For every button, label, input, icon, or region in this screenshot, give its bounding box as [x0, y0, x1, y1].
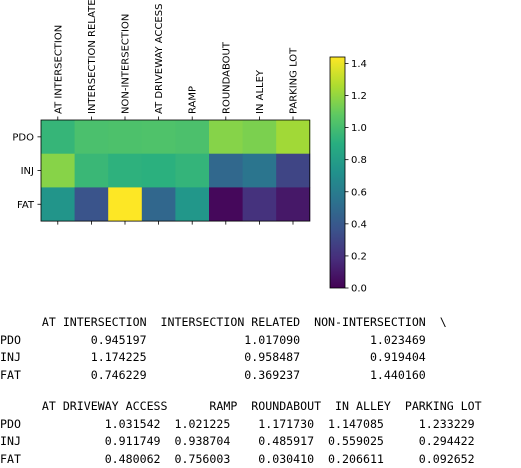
- colorbar-tick-label: 0.4: [351, 219, 367, 230]
- heatmap-cell: [276, 153, 311, 188]
- dataframe-header: AT INTERSECTION INTERSECTION RELATED NON…: [0, 315, 447, 329]
- x-tick-label: INTERSECTION RELATED: [87, 0, 98, 114]
- colorbar: [329, 56, 346, 289]
- heatmap-figure: AT INTERSECTION INTERSECTION RELATED NON-I…: [12, 0, 367, 295]
- y-axis-ticks: PDO INJ FAT: [12, 132, 41, 211]
- dataframe-block-1: AT INTERSECTION INTERSECTION RELATED NON…: [0, 314, 447, 384]
- x-axis-ticks: AT INTERSECTION INTERSECTION RELATED NON-I…: [53, 0, 300, 225]
- heatmap-cell: [276, 120, 311, 155]
- colorbar-tick-label: 1.4: [351, 59, 367, 70]
- x-tick-label: ROUNDABOUT: [221, 41, 232, 114]
- x-tick-label: AT DRIVEWAY ACCESS: [154, 4, 165, 114]
- dataframe-row: FAT 0.480062 0.756003 0.030410 0.206611 …: [0, 451, 475, 466]
- heatmap-cell: [242, 187, 277, 222]
- heatmap-cell: [108, 120, 143, 155]
- heatmap-cell: [209, 187, 243, 222]
- heatmap-cell: [41, 120, 75, 155]
- y-tick-label: FAT: [17, 200, 35, 211]
- heatmap-cell: [141, 120, 176, 155]
- heatmap-cell: [74, 153, 109, 188]
- heatmap-cell: [108, 187, 143, 222]
- heatmap-cell: [175, 153, 210, 188]
- dataframe-row: INJ 0.911749 0.938704 0.485917 0.559025 …: [0, 434, 475, 448]
- x-tick-label: IN ALLEY: [255, 69, 266, 114]
- colorbar-ticks: 0.0 0.2 0.4 0.6 0.8 1.0 1.2 1.4: [345, 59, 367, 295]
- x-tick-label: PARKING LOT: [289, 47, 300, 114]
- x-tick-label: NON-INTERSECTION: [121, 14, 132, 114]
- dataframe-row: FAT 0.746229 0.369237 1.440160: [0, 367, 447, 382]
- heatmap-cell: [108, 153, 143, 188]
- heatmap-cell: [175, 187, 210, 222]
- dataframe-header: AT DRIVEWAY ACCESS RAMP ROUNDABOUT IN AL…: [0, 399, 482, 413]
- dataframe-block-2: AT DRIVEWAY ACCESS RAMP ROUNDABOUT IN AL…: [0, 398, 482, 468]
- x-tick-label: AT INTERSECTION: [53, 25, 64, 114]
- heatmap-cell: [141, 187, 176, 222]
- colorbar-tick-label: 0.0: [351, 284, 367, 295]
- heatmap-cell: [242, 120, 277, 155]
- heatmap-cells: [41, 120, 311, 222]
- heatmap-cell: [242, 153, 277, 188]
- heatmap-cell: [74, 120, 109, 155]
- colorbar-tick-label: 1.2: [351, 91, 367, 102]
- colorbar-tick-label: 0.8: [351, 155, 367, 166]
- heatmap-cell: [41, 153, 75, 188]
- y-tick-label: PDO: [12, 132, 34, 143]
- heatmap-cell: [141, 153, 176, 188]
- heatmap-cell: [209, 120, 243, 155]
- colorbar-tick-label: 0.2: [351, 251, 367, 262]
- heatmap-cell: [74, 187, 109, 222]
- colorbar-tick-label: 1.0: [351, 123, 367, 134]
- heatmap-cell: [209, 153, 243, 188]
- dataframe-row: PDO 1.031542 1.021225 1.171730 1.147085 …: [0, 416, 475, 431]
- dataframe-row: PDO 0.945197 1.017090 1.023469: [0, 332, 447, 347]
- x-tick-label: RAMP: [188, 86, 199, 114]
- heatmap-cell: [276, 187, 311, 222]
- dataframe-row: INJ 1.174225 0.958487 0.919404: [0, 350, 447, 364]
- y-tick-label: INJ: [21, 166, 34, 177]
- colorbar-tick-label: 0.6: [351, 187, 367, 198]
- heatmap-cell: [41, 187, 75, 222]
- heatmap-cell: [175, 120, 210, 155]
